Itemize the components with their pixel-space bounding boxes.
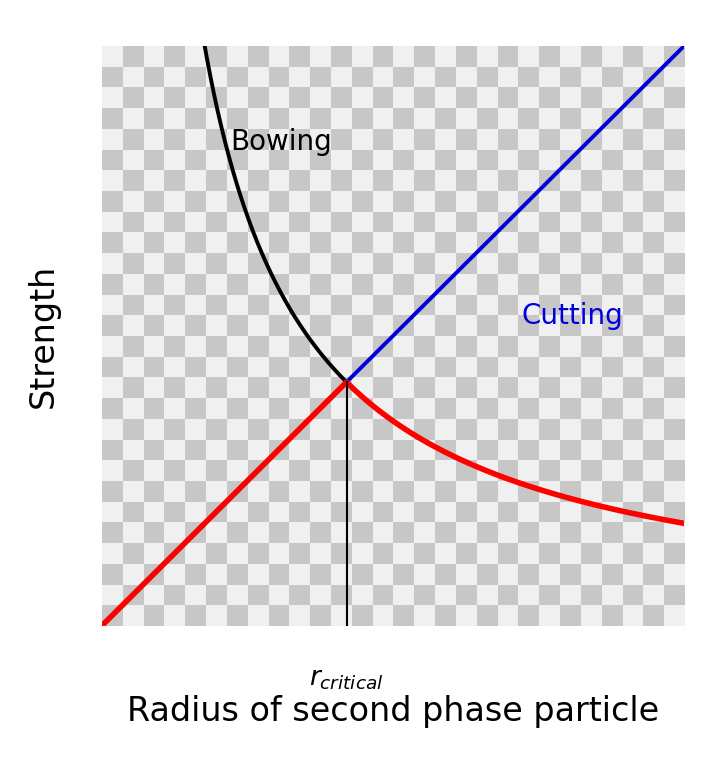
Text: Strength: Strength bbox=[27, 263, 60, 408]
Text: Radius of second phase particle: Radius of second phase particle bbox=[127, 695, 659, 728]
Text: $r_{critical}$: $r_{critical}$ bbox=[309, 666, 384, 692]
Text: Bowing: Bowing bbox=[230, 128, 332, 156]
Text: Cutting: Cutting bbox=[521, 302, 623, 330]
